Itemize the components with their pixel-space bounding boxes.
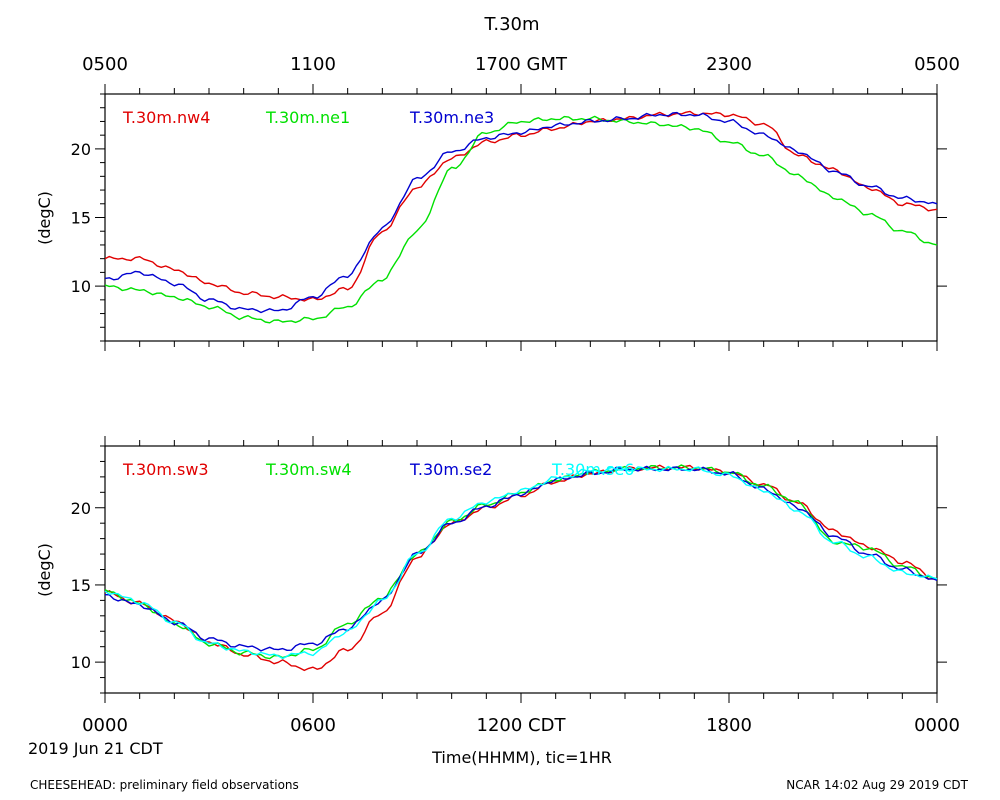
footer-right: NCAR 14:02 Aug 29 2019 CDT <box>786 778 968 792</box>
bottom-axis-tick-label: 1800 <box>706 715 752 736</box>
lower-panel-frame <box>104 445 938 694</box>
y-tick-label: 10 <box>71 277 91 296</box>
series-line-T.30m.ne1 <box>104 115 938 324</box>
y-tick-label: 15 <box>71 209 91 228</box>
chart-title: T.30m <box>483 14 539 35</box>
top-axis-labels: 0500 1100 1700 GMT 2300 0500 <box>82 54 960 75</box>
legend-item-T.30m.ne1: T.30m.ne1 <box>265 108 350 127</box>
series-line-T.30m.sw3 <box>104 464 938 672</box>
bottom-axis-tick-label: 0000 <box>914 715 960 736</box>
series-line-T.30m.nw4 <box>104 110 938 302</box>
bottom-axis-tick-label: 0600 <box>290 715 336 736</box>
date-label: 2019 Jun 21 CDT <box>28 739 163 758</box>
lower-y-axis-label: (degC) <box>35 543 54 597</box>
top-axis-tick-label: 2300 <box>706 54 752 75</box>
y-tick-label: 20 <box>71 140 91 159</box>
legend-item-T.30m.se6: T.30m.se6 <box>551 460 634 479</box>
upper-y-axis-label: (degC) <box>35 191 54 245</box>
series-line-T.30m.se2 <box>104 465 938 652</box>
series-line-T.30m.se6 <box>104 465 938 660</box>
top-axis-tick-label: 1100 <box>290 54 336 75</box>
legend-item-T.30m.se2: T.30m.se2 <box>409 460 492 479</box>
x-axis-label: Time(HHMM), tic=1HR <box>431 748 612 767</box>
bottom-axis-tick-label: 1200 CDT <box>477 715 567 736</box>
upper-panel: 10 15 20 T.30m.nw4 T.30m.ne1 T.30m.ne3 (degC… <box>35 84 947 351</box>
bottom-axis-tick-label: 0000 <box>82 715 128 736</box>
y-tick-label: 20 <box>71 499 91 518</box>
lower-panel: 10 15 20 T.30m.sw3 T.30m.sw4 T.30m.se2 T.30m.… <box>35 436 947 703</box>
legend-item-T.30m.nw4: T.30m.nw4 <box>122 108 210 127</box>
legend-item-T.30m.ne3: T.30m.ne3 <box>409 108 494 127</box>
top-axis-tick-label: 0500 <box>82 54 128 75</box>
legend-item-T.30m.sw3: T.30m.sw3 <box>122 460 209 479</box>
legend-item-T.30m.sw4: T.30m.sw4 <box>265 460 352 479</box>
bottom-axis-labels: 0000 0600 1200 CDT 1800 0000 <box>82 715 960 736</box>
top-axis-tick-label: 1700 GMT <box>475 54 568 75</box>
footer-left: CHEESEHEAD: preliminary field observatio… <box>30 778 299 792</box>
y-tick-label: 10 <box>71 653 91 672</box>
series-line-T.30m.sw4 <box>104 464 938 660</box>
y-tick-label: 15 <box>71 576 91 595</box>
top-axis-tick-label: 0500 <box>914 54 960 75</box>
upper-panel-frame <box>104 93 938 342</box>
series-line-T.30m.ne3 <box>104 111 938 314</box>
